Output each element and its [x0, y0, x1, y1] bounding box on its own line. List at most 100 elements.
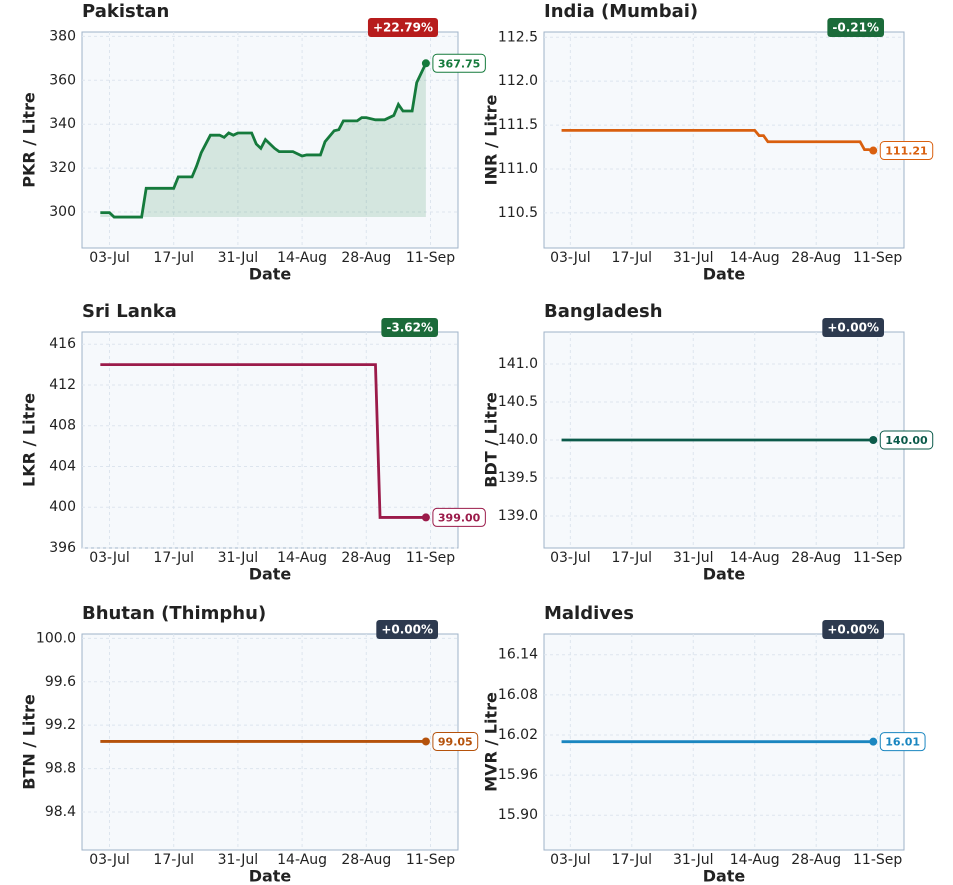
badge: +0.00% — [827, 321, 879, 335]
end-label: 399.00 — [438, 511, 481, 524]
badge-box — [367, 18, 438, 37]
x-tick-label: 31-Jul — [218, 852, 259, 868]
end-point — [421, 59, 430, 68]
chart-title: Sri Lanka — [82, 301, 177, 322]
x-tick-label: 28-Aug — [791, 250, 841, 266]
y-tick-label: 111.5 — [498, 117, 538, 133]
x-tick-label: 31-Jul — [673, 852, 714, 868]
y-tick-label: 100.0 — [36, 630, 76, 646]
y-axis-label: LKR / Litre — [20, 393, 39, 487]
plot-area — [543, 31, 905, 249]
x-axis-label: Date — [249, 565, 292, 584]
x-tick-label: 28-Aug — [341, 250, 391, 266]
line — [561, 128, 874, 152]
x-axis-label: Date — [703, 565, 746, 584]
x-tick-label: 11-Sep — [853, 852, 902, 868]
y-tick-label: 408 — [49, 418, 76, 434]
x-tick-label: 28-Aug — [341, 550, 391, 566]
x-tick-label: 03-Jul — [550, 550, 591, 566]
chart-title: Maldives — [544, 603, 634, 624]
x-tick-label: 17-Jul — [153, 250, 194, 266]
y-axis-label: PKR / Litre — [20, 92, 39, 188]
y-tick-label: 15.96 — [498, 767, 538, 783]
y-tick-label: 416 — [49, 336, 76, 352]
y-tick-label: 300 — [49, 204, 76, 220]
end-label-box — [432, 507, 486, 527]
x-tick-label: 03-Jul — [550, 852, 591, 868]
y-tick-label: 112.5 — [498, 29, 538, 45]
x-tick-label: 03-Jul — [89, 550, 130, 566]
end-label-box — [879, 141, 934, 161]
end-point — [421, 737, 430, 746]
x-tick-label: 03-Jul — [89, 852, 130, 868]
badge-box — [827, 18, 884, 37]
y-tick-label: 140.0 — [498, 432, 538, 448]
y-tick-label: 340 — [49, 116, 76, 132]
y-tick-label: 396 — [49, 540, 76, 556]
badge-box — [376, 620, 438, 639]
end-point — [421, 513, 430, 522]
x-tick-label: 31-Jul — [673, 550, 714, 566]
plot-area — [81, 331, 459, 549]
y-tick-label: 111.0 — [498, 161, 538, 177]
x-tick-label: 14-Aug — [277, 250, 327, 266]
badge-box — [822, 318, 884, 337]
end-point — [869, 737, 878, 746]
y-tick-label: 360 — [49, 72, 76, 88]
area — [100, 63, 426, 218]
x-tick-label: 14-Aug — [730, 852, 780, 868]
end-label-box — [879, 732, 926, 752]
y-axis-label: MVR / Litre — [482, 692, 501, 792]
y-axis-label: INR / Litre — [482, 94, 501, 185]
y-tick-label: 99.6 — [45, 674, 76, 690]
y-tick-label: 320 — [49, 160, 76, 176]
y-axis-label: BTN / Litre — [20, 694, 39, 790]
y-tick-label: 404 — [49, 458, 76, 474]
y-tick-label: 139.5 — [498, 470, 538, 486]
y-tick-label: 16.14 — [498, 647, 538, 663]
y-tick-label: 15.90 — [498, 807, 538, 823]
end-label: 16.01 — [885, 736, 920, 749]
y-tick-label: 140.5 — [498, 394, 538, 410]
badge-box — [381, 318, 438, 337]
end-point — [869, 146, 878, 155]
x-tick-label: 17-Jul — [153, 852, 194, 868]
x-tick-label: 31-Jul — [218, 250, 259, 266]
y-tick-label: 400 — [49, 499, 76, 515]
y-tick-label: 412 — [49, 377, 76, 393]
x-tick-label: 17-Jul — [612, 852, 653, 868]
end-label-box — [879, 430, 934, 450]
y-tick-label: 110.5 — [498, 205, 538, 221]
chart-title: Pakistan — [82, 1, 169, 22]
y-axis-label: BDT / Litre — [482, 392, 501, 488]
y-tick-label: 139.0 — [498, 508, 538, 524]
x-tick-label: 31-Jul — [673, 250, 714, 266]
x-axis-label: Date — [703, 265, 746, 284]
x-axis-label: Date — [249, 265, 292, 284]
end-label: 367.75 — [438, 57, 480, 70]
x-tick-label: 31-Jul — [218, 550, 259, 566]
x-tick-label: 11-Sep — [406, 852, 455, 868]
chart-title: India (Mumbai) — [544, 1, 698, 22]
line — [100, 62, 428, 219]
end-label: 99.05 — [438, 735, 473, 748]
x-axis-label: Date — [249, 867, 292, 885]
x-tick-label: 14-Aug — [277, 550, 327, 566]
y-tick-label: 99.2 — [45, 717, 76, 733]
x-tick-label: 28-Aug — [791, 852, 841, 868]
chart-title: Bhutan (Thimphu) — [82, 603, 266, 624]
x-tick-label: 28-Aug — [791, 550, 841, 566]
y-tick-label: 98.4 — [45, 804, 76, 820]
y-tick-label: 380 — [49, 28, 76, 44]
end-label-box — [432, 53, 486, 73]
badge: +0.00% — [827, 623, 879, 637]
badge: -3.62% — [386, 321, 433, 335]
x-tick-label: 11-Sep — [853, 250, 902, 266]
x-tick-label: 11-Sep — [406, 550, 455, 566]
x-tick-label: 14-Aug — [277, 852, 327, 868]
badge-box — [822, 620, 884, 639]
x-tick-label: 17-Jul — [612, 550, 653, 566]
y-tick-label: 141.0 — [498, 356, 538, 372]
y-tick-label: 98.8 — [45, 761, 76, 777]
